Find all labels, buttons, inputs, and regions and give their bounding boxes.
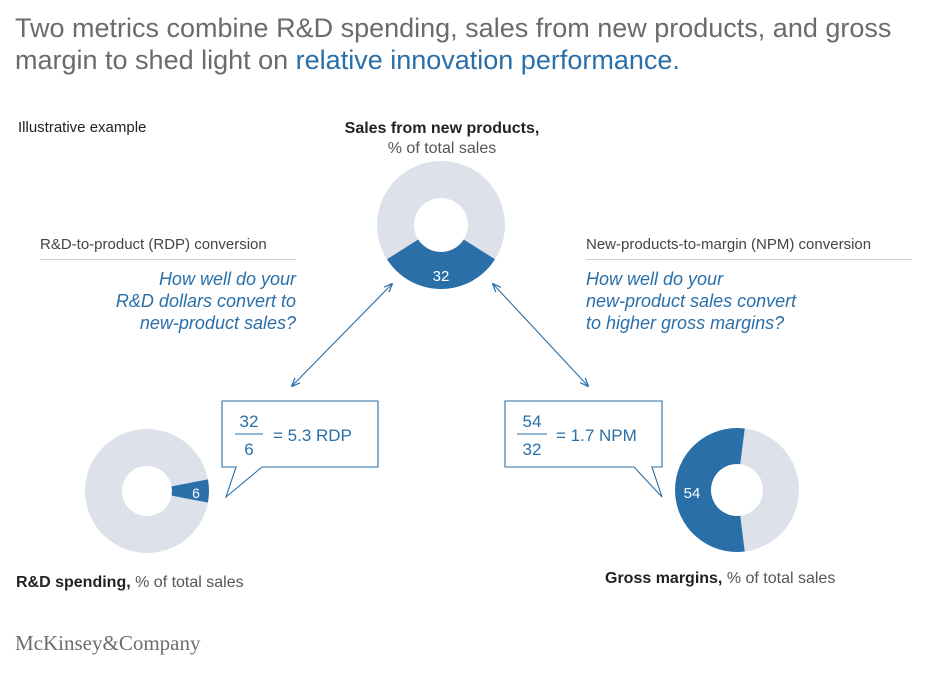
donut-gross-margins: 54 bbox=[674, 428, 799, 553]
npm-denominator: 32 bbox=[523, 440, 542, 459]
npm-arrow bbox=[493, 284, 588, 386]
title-highlight: relative innovation performance. bbox=[295, 45, 680, 75]
donut-new-products: 32 bbox=[377, 160, 505, 290]
rdp-denominator: 6 bbox=[244, 440, 253, 459]
gross-margins-label-bold: Gross margins, bbox=[605, 570, 723, 587]
rdp-result: = 5.3 RDP bbox=[273, 426, 352, 445]
donut-rd-spending: 6 bbox=[84, 429, 210, 553]
donut-new-products-remainder bbox=[377, 160, 505, 260]
rdp-callout-box bbox=[221, 400, 379, 499]
donut-rd-spending-value-label: 6 bbox=[192, 485, 200, 501]
npm-question-line: How well do your bbox=[586, 269, 724, 289]
npm-callout: 54 32 = 1.7 NPM bbox=[504, 400, 663, 498]
rdp-question-line: new-product sales? bbox=[139, 313, 296, 333]
rdp-question-line: R&D dollars convert to bbox=[115, 291, 296, 311]
npm-question-line: to higher gross margins? bbox=[586, 313, 785, 333]
donut-new-products-value bbox=[386, 239, 496, 290]
npm-result: = 1.7 NPM bbox=[556, 426, 637, 445]
donut-rd-spending-remainder bbox=[84, 429, 208, 553]
gross-margins-label-unit: % of total sales bbox=[726, 570, 836, 587]
npm-question: How well do your new-product sales conve… bbox=[586, 268, 912, 334]
donut-gross-margins-value bbox=[674, 428, 745, 553]
donut-gross-margins-remainder bbox=[740, 428, 799, 552]
rdp-header: R&D-to-product (RDP) conversion bbox=[40, 236, 296, 260]
donut-rd-spending-value bbox=[171, 479, 210, 503]
new-products-label-bold: Sales from new products, bbox=[344, 120, 540, 137]
rdp-callout: 32 6 = 5.3 RDP bbox=[221, 400, 379, 499]
npm-question-line: new-product sales convert bbox=[586, 291, 797, 311]
page-title: Two metrics combine R&D spending, sales … bbox=[15, 12, 915, 76]
title-text: Two metrics combine R&D spending, sales … bbox=[15, 13, 892, 75]
rd-spending-label: R&D spending, % of total sales bbox=[16, 573, 244, 593]
mckinsey-logo: McKinsey&Company bbox=[15, 631, 201, 655]
npm-callout-box bbox=[504, 400, 663, 498]
rdp-question: How well do your R&D dollars convert to … bbox=[40, 268, 296, 334]
illustrative-tag: Illustrative example bbox=[18, 119, 147, 136]
rdp-arrow bbox=[292, 284, 392, 386]
rd-spending-label-bold: R&D spending, bbox=[16, 574, 131, 591]
donut-gross-margins-value-label: 54 bbox=[684, 485, 701, 502]
new-products-label: Sales from new products, % of total sale… bbox=[0, 119, 884, 159]
new-products-label-unit: % of total sales bbox=[387, 140, 497, 157]
rdp-numerator: 32 bbox=[240, 412, 259, 431]
npm-header: New-products-to-margin (NPM) conversion bbox=[586, 236, 912, 260]
rdp-question-line: How well do your bbox=[158, 269, 296, 289]
npm-numerator: 54 bbox=[523, 412, 542, 431]
donut-new-products-value-label: 32 bbox=[433, 268, 450, 285]
rd-spending-label-unit: % of total sales bbox=[135, 574, 244, 591]
gross-margins-label: Gross margins, % of total sales bbox=[605, 569, 835, 589]
